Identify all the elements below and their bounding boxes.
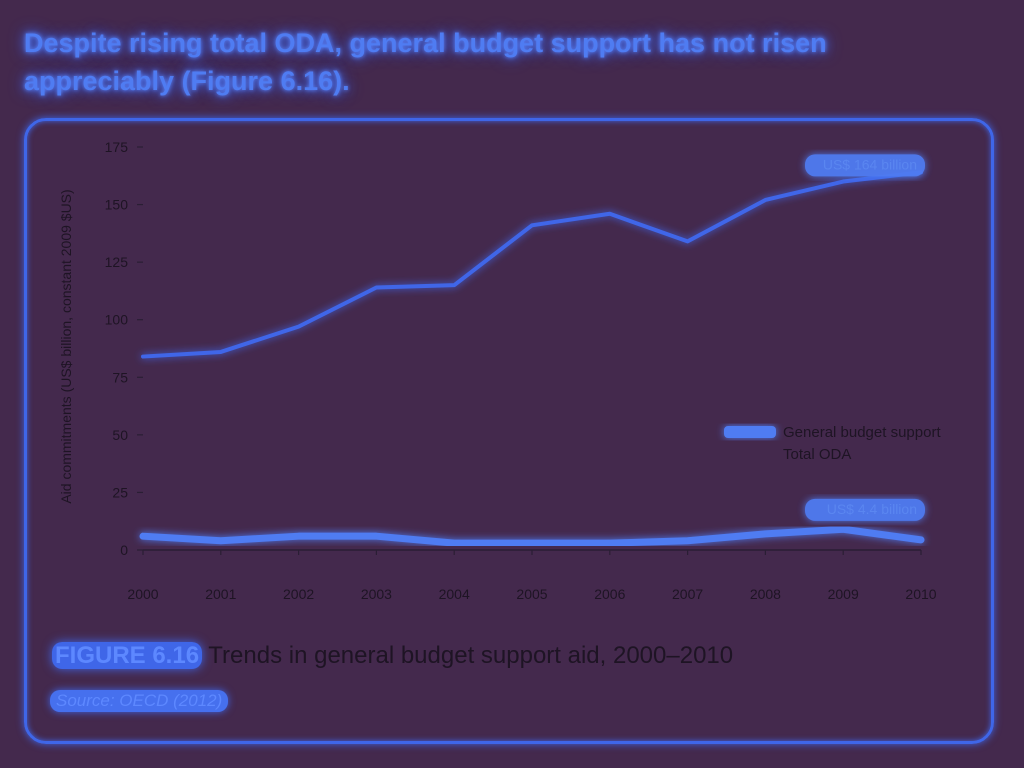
data-point-general-budget-support	[919, 538, 923, 542]
data-point-general-budget-support	[841, 527, 845, 531]
y-tick-label: 25	[112, 484, 128, 500]
y-tick-label: 175	[105, 139, 129, 155]
x-tick-label: 2004	[439, 586, 470, 602]
figure-number: FIGURE 6.16	[52, 642, 203, 669]
x-tick-label: 2001	[205, 586, 236, 602]
figure-caption: FIGURE 6.16 Trends in general budget sup…	[52, 642, 733, 670]
y-tick-label: 150	[105, 197, 129, 213]
data-point-total-oda	[297, 325, 301, 329]
chart-series	[139, 170, 925, 547]
figure-frame	[24, 118, 994, 744]
x-tick-label: 2000	[127, 586, 158, 602]
x-tick-label: 2010	[905, 586, 936, 602]
annotation-label: US$ 4.4 billion	[827, 501, 917, 517]
data-point-general-budget-support	[452, 541, 456, 545]
data-point-total-oda	[452, 283, 456, 287]
data-point-total-oda	[141, 355, 145, 359]
data-point-general-budget-support	[686, 539, 690, 543]
y-axis-title: Aid commitments (US$ billion, constant 2…	[58, 189, 74, 503]
y-tick-label: 125	[105, 254, 129, 270]
x-tick-label: 2008	[750, 586, 781, 602]
data-point-general-budget-support	[763, 532, 767, 536]
data-point-general-budget-support	[374, 534, 378, 538]
annotation-highlight	[805, 498, 925, 521]
x-tick-label: 2005	[516, 586, 547, 602]
data-point-general-budget-support	[530, 541, 534, 545]
data-point-general-budget-support	[297, 534, 301, 538]
y-tick-label: 100	[105, 312, 129, 328]
data-point-general-budget-support	[141, 534, 145, 538]
data-point-total-oda	[530, 223, 534, 227]
x-tick-label: 2007	[672, 586, 703, 602]
figure-source: Source: OECD (2012)	[50, 690, 229, 712]
chart-axes: 0 25 50 75 100 125 150 175 2000 2001 2002 2003 2004 2…	[58, 139, 937, 602]
data-point-general-budget-support	[219, 539, 223, 543]
y-tick-label: 0	[120, 542, 128, 558]
legend-swatch-gbs	[724, 426, 776, 438]
x-tick-label: 2009	[828, 586, 859, 602]
legend-label: Total ODA	[783, 446, 851, 463]
data-point-total-oda	[763, 198, 767, 202]
x-tick-label: 2006	[594, 586, 625, 602]
headline: Despite rising total ODA, general budget…	[24, 28, 827, 96]
legend-label: General budget support	[783, 424, 941, 441]
chart-annotations: US$ 164 billion US$ 4.4 billion	[805, 154, 925, 521]
y-tick-label: 75	[112, 369, 128, 385]
data-point-total-oda	[374, 285, 378, 289]
chart-legend: General budget support Total ODA	[724, 424, 941, 463]
x-tick-label: 2003	[361, 586, 392, 602]
y-tick-label: 50	[112, 427, 128, 443]
data-point-total-oda	[219, 350, 223, 354]
annotation-label: US$ 164 billion	[823, 156, 917, 172]
data-point-general-budget-support	[608, 541, 612, 545]
series-line-general-budget-support	[139, 525, 925, 547]
data-point-total-oda	[686, 239, 690, 243]
data-point-total-oda	[608, 212, 612, 216]
x-tick-label: 2002	[283, 586, 314, 602]
figure-caption-text: Trends in general budget support aid, 20…	[208, 642, 734, 669]
data-point-total-oda	[841, 180, 845, 184]
annotation-highlight	[805, 154, 925, 177]
series-line-total-oda	[141, 170, 923, 359]
